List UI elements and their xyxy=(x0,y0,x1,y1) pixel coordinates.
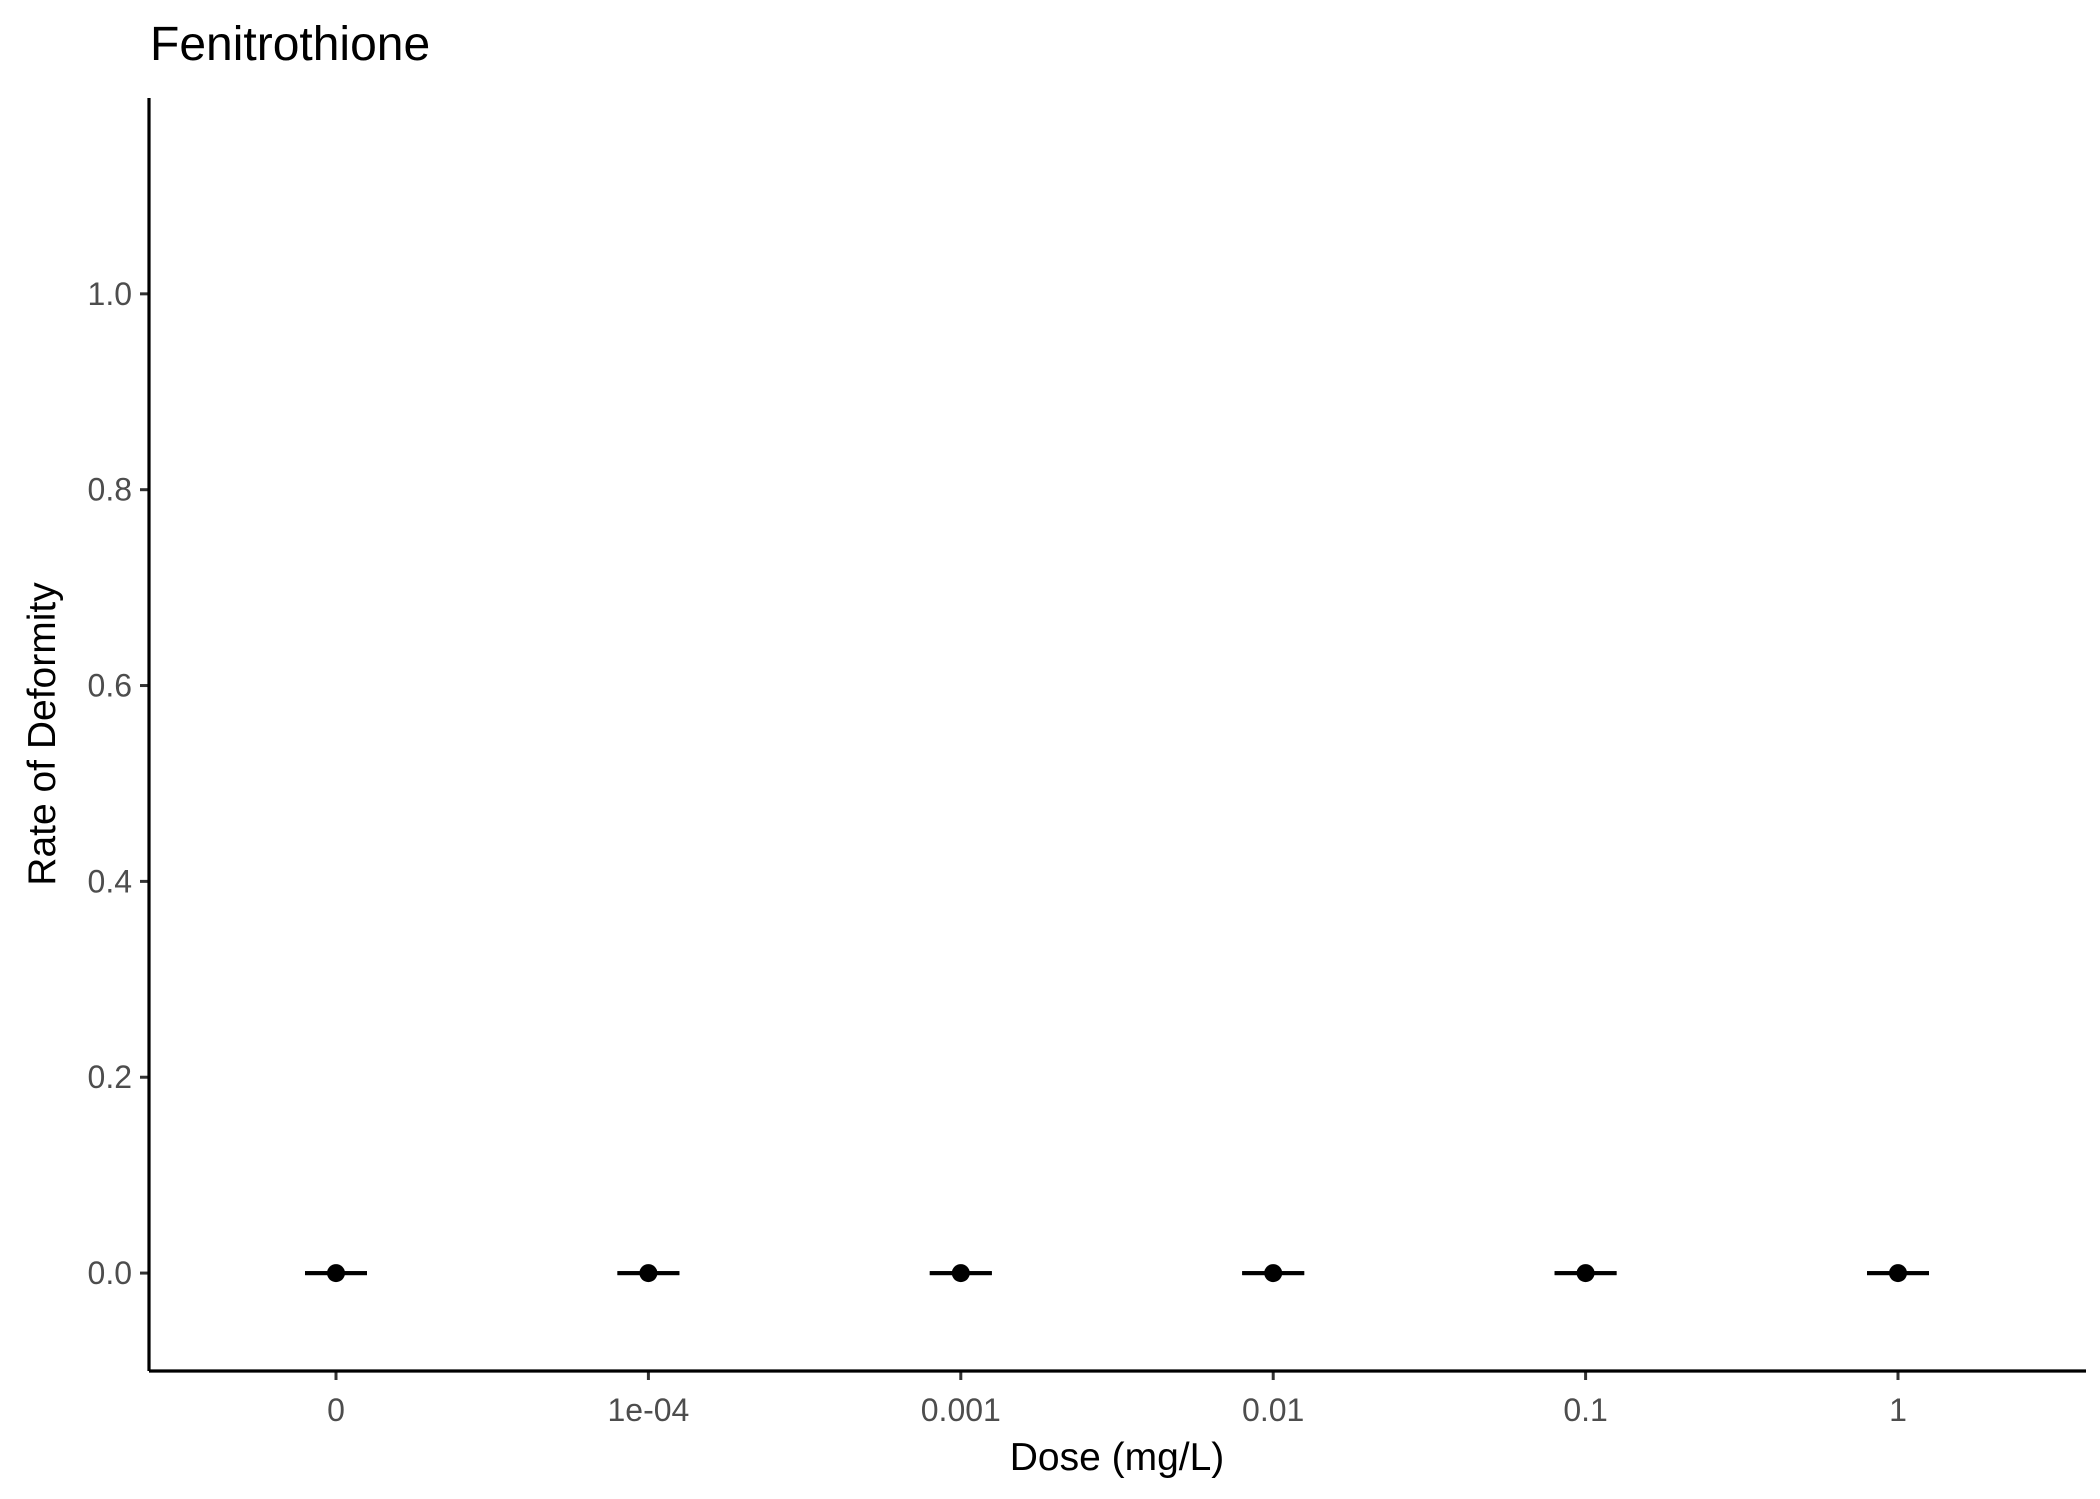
x-tick-label: 0.001 xyxy=(921,1392,1001,1428)
data-points xyxy=(305,1264,1929,1283)
y-tick-label: 1.0 xyxy=(88,276,132,312)
x-tick-label: 1 xyxy=(1889,1392,1907,1428)
data-point xyxy=(639,1264,658,1283)
y-axis: 0.0 0.2 0.4 0.6 0.8 1.0 xyxy=(88,276,149,1291)
y-tick-label: 0.4 xyxy=(88,863,132,899)
data-point xyxy=(1576,1264,1595,1283)
x-tick-label: 0.01 xyxy=(1242,1392,1304,1428)
y-tick-label: 0.0 xyxy=(88,1255,132,1291)
x-tick-label: 1e-04 xyxy=(607,1392,689,1428)
y-tick-label: 0.2 xyxy=(88,1059,132,1095)
y-axis-title: Rate of Deformity xyxy=(21,582,64,886)
y-tick-label: 0.6 xyxy=(88,668,132,704)
data-point xyxy=(1264,1264,1283,1283)
data-point xyxy=(951,1264,970,1283)
x-tick-label: 0 xyxy=(327,1392,345,1428)
data-point xyxy=(327,1264,345,1283)
x-axis-title: Dose (mg/L) xyxy=(1010,1436,1225,1479)
chart-title: Fenitrothione xyxy=(150,18,430,71)
x-tick-label: 0.1 xyxy=(1563,1392,1607,1428)
y-tick-label: 0.8 xyxy=(88,472,132,508)
x-axis: 0 1e-04 0.001 0.01 0.1 1 xyxy=(327,1371,1907,1428)
data-point xyxy=(1889,1264,1907,1283)
